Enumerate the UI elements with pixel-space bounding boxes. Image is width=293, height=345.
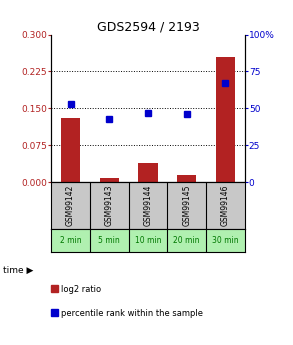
Text: 30 min: 30 min <box>212 236 239 245</box>
Text: 20 min: 20 min <box>173 236 200 245</box>
Text: GSM99145: GSM99145 <box>182 185 191 226</box>
Text: 2 min: 2 min <box>60 236 81 245</box>
Title: GDS2594 / 2193: GDS2594 / 2193 <box>97 20 199 33</box>
Bar <box>61 118 80 182</box>
Bar <box>216 57 235 182</box>
Text: GSM99144: GSM99144 <box>144 185 152 226</box>
Text: GSM99142: GSM99142 <box>66 185 75 226</box>
Text: GSM99146: GSM99146 <box>221 185 230 226</box>
Bar <box>177 175 196 182</box>
Text: time ▶: time ▶ <box>3 266 33 275</box>
Text: 10 min: 10 min <box>135 236 161 245</box>
Text: GSM99143: GSM99143 <box>105 185 114 226</box>
Bar <box>138 162 158 182</box>
Text: log2 ratio: log2 ratio <box>61 285 101 294</box>
Bar <box>100 178 119 182</box>
Text: 5 min: 5 min <box>98 236 120 245</box>
Text: percentile rank within the sample: percentile rank within the sample <box>61 309 203 318</box>
